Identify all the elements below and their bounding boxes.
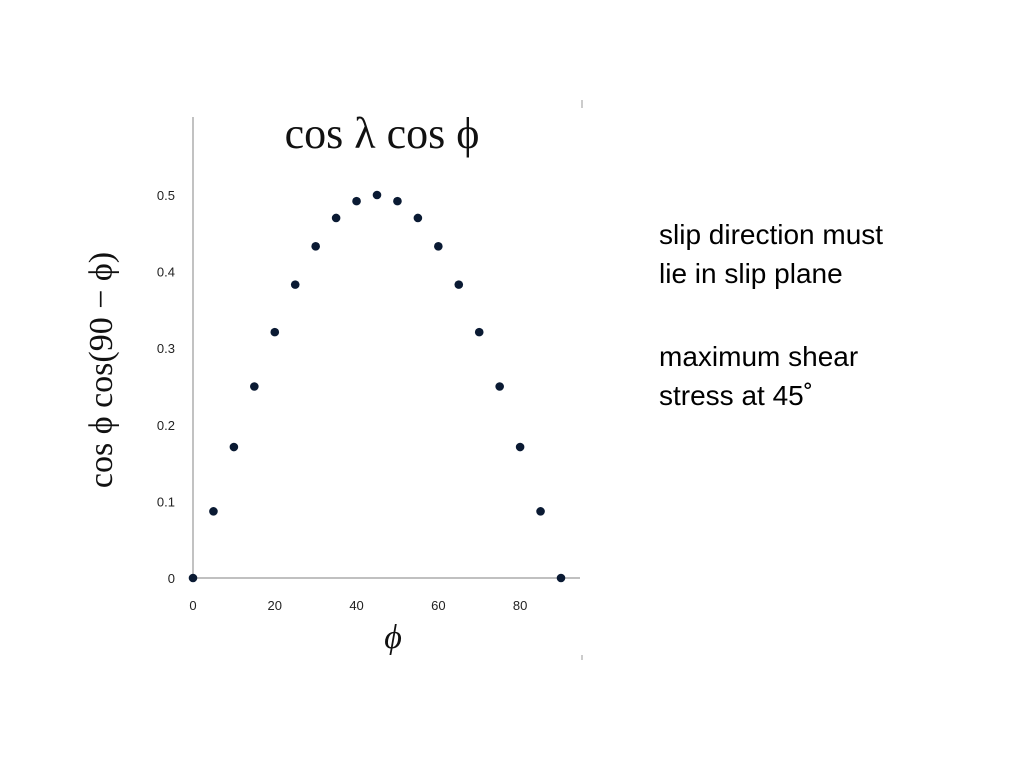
x-tick-label: 20 bbox=[268, 598, 282, 613]
y-tick-label: 0.5 bbox=[157, 188, 175, 203]
data-point bbox=[229, 442, 239, 452]
y-tick-label: 0.3 bbox=[157, 341, 175, 356]
data-point bbox=[556, 573, 566, 583]
chart-title: cos λ cos ϕ bbox=[285, 109, 480, 158]
data-point bbox=[454, 280, 464, 289]
data-point bbox=[331, 213, 341, 223]
data-point bbox=[536, 507, 545, 516]
x-tick-label: 0 bbox=[189, 598, 196, 613]
x-tick-label: 60 bbox=[431, 598, 445, 613]
note-line-1: slip direction must bbox=[659, 219, 884, 250]
points-layer bbox=[188, 190, 566, 583]
tick-layer: 0 20 40 60 80 0 0.1 0.2 0.3 0.4 0.5 bbox=[157, 188, 527, 613]
y-tick-label: 0.4 bbox=[157, 265, 175, 280]
data-point bbox=[352, 196, 361, 206]
data-point bbox=[311, 242, 320, 251]
data-point bbox=[393, 196, 402, 206]
data-point bbox=[250, 382, 259, 391]
data-point bbox=[413, 213, 423, 223]
data-point bbox=[515, 442, 525, 452]
y-tick-label: 0.1 bbox=[157, 494, 175, 509]
x-axis-label: ϕ bbox=[384, 619, 402, 656]
x-tick-label: 40 bbox=[349, 598, 363, 613]
data-point bbox=[270, 327, 280, 337]
y-tick-label: 0.2 bbox=[157, 418, 175, 433]
y-tick-label: 0 bbox=[168, 571, 175, 586]
x-tick-label: 80 bbox=[513, 598, 527, 613]
data-point bbox=[209, 507, 218, 516]
data-point bbox=[434, 242, 443, 251]
note-line-2: lie in slip plane bbox=[659, 258, 843, 289]
note-line-3: maximum shear bbox=[659, 341, 859, 372]
note-line-4: stress at 45˚ bbox=[659, 380, 814, 411]
data-point bbox=[290, 280, 300, 289]
y-axis-label: cos ϕ cos(90 − ϕ) bbox=[83, 252, 120, 488]
data-point bbox=[372, 190, 382, 200]
max-shear-note: maximum shear stress at 45˚ bbox=[659, 337, 858, 415]
slip-direction-note: slip direction must lie in slip plane bbox=[659, 215, 883, 293]
data-point bbox=[188, 573, 198, 583]
data-point bbox=[495, 382, 504, 391]
data-point bbox=[474, 327, 484, 337]
